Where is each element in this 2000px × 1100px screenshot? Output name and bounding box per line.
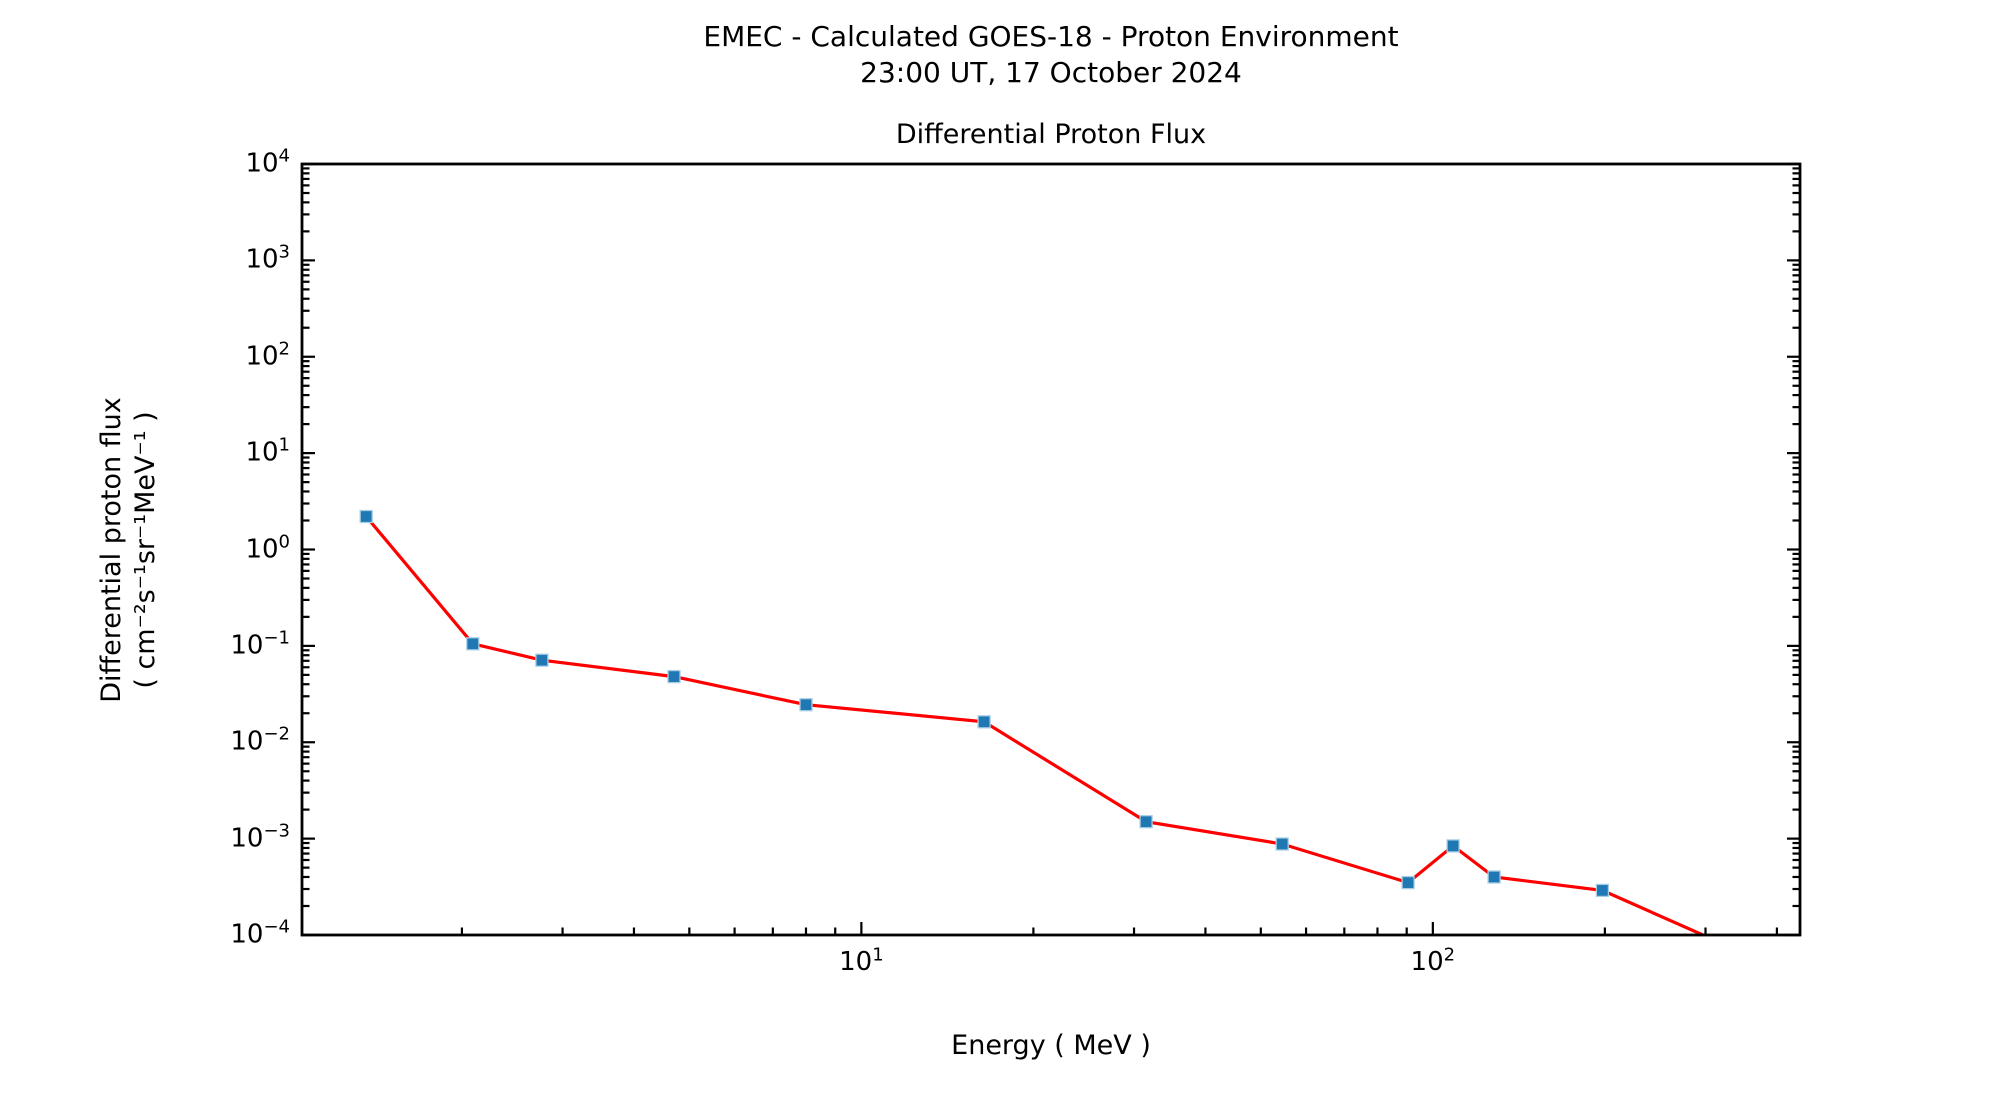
data-point-marker	[977, 715, 991, 729]
y-tick-label: 104	[245, 145, 290, 179]
data-point-marker	[1446, 839, 1460, 853]
y-tick-label: 10−1	[230, 627, 290, 661]
axes-spines	[300, 162, 1802, 937]
y-tick-label: 10−4	[230, 916, 290, 950]
axes-title: Differential Proton Flux	[895, 119, 1207, 150]
data-point-marker	[1139, 815, 1153, 829]
y-tick-label: 100	[245, 531, 290, 564]
data-point-marker	[1275, 837, 1289, 851]
y-tick-label: 102	[245, 338, 290, 372]
data-point-marker	[1735, 946, 1747, 958]
flux-line	[364, 515, 1707, 935]
data-point-marker	[1401, 875, 1415, 890]
data-point-marker	[1487, 870, 1501, 884]
data-point-marker	[466, 637, 480, 651]
x-axis-label: Energy ( MeV )	[951, 1030, 1151, 1061]
data-point-marker	[535, 653, 549, 667]
data-point-marker	[359, 509, 373, 524]
data-point-marker	[799, 698, 813, 712]
x-tick-label: 101	[839, 944, 884, 977]
y-tick-label: 10−3	[230, 820, 290, 853]
y-tick-label: 101	[245, 434, 290, 468]
figure-title-line2: 23:00 UT, 17 October 2024	[860, 56, 1242, 89]
figure-title-line1: EMEC - Calculated GOES-18 - Proton Envir…	[703, 20, 1399, 53]
data-point-marker	[667, 669, 681, 684]
y-tick-label: 10−2	[230, 724, 290, 757]
y-tick-label: 103	[245, 242, 290, 275]
data-point-marker	[1595, 883, 1610, 898]
x-tick-label: 102	[1410, 944, 1456, 977]
